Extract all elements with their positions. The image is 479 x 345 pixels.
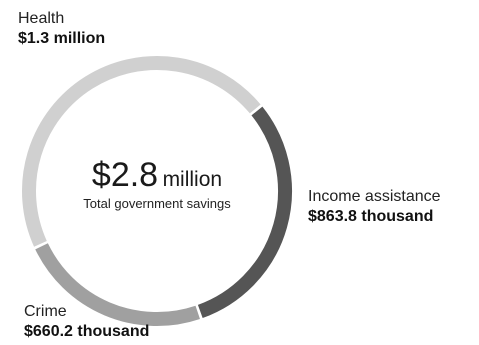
slice-label-health: Health $1.3 million <box>18 9 105 49</box>
donut-slice-health <box>22 56 261 247</box>
slice-name-crime: Crime <box>24 303 67 320</box>
total-savings-caption: Total government savings <box>83 196 231 211</box>
slice-value-crime: $660.2 thousand <box>24 323 150 340</box>
slice-name-income-assistance: Income assistance <box>308 188 441 205</box>
total-savings-value: $2.8 <box>91 156 159 194</box>
slice-value-health: $1.3 million <box>18 30 106 47</box>
total-savings-amount: $2.8 million <box>82 158 232 192</box>
slice-label-crime: Crime $660.2 thousand <box>24 302 149 342</box>
slice-name-health: Health <box>18 10 65 27</box>
slice-label-income-assistance: Income assistance $863.8 thousand <box>308 187 441 227</box>
total-savings-unit: million <box>162 168 223 191</box>
slice-value-income-assistance: $863.8 thousand <box>308 208 434 225</box>
donut-slice-crime <box>35 243 200 326</box>
donut-slice-income-assistance <box>197 106 292 319</box>
donut-center-total: $2.8 million Total government savings <box>82 158 232 213</box>
